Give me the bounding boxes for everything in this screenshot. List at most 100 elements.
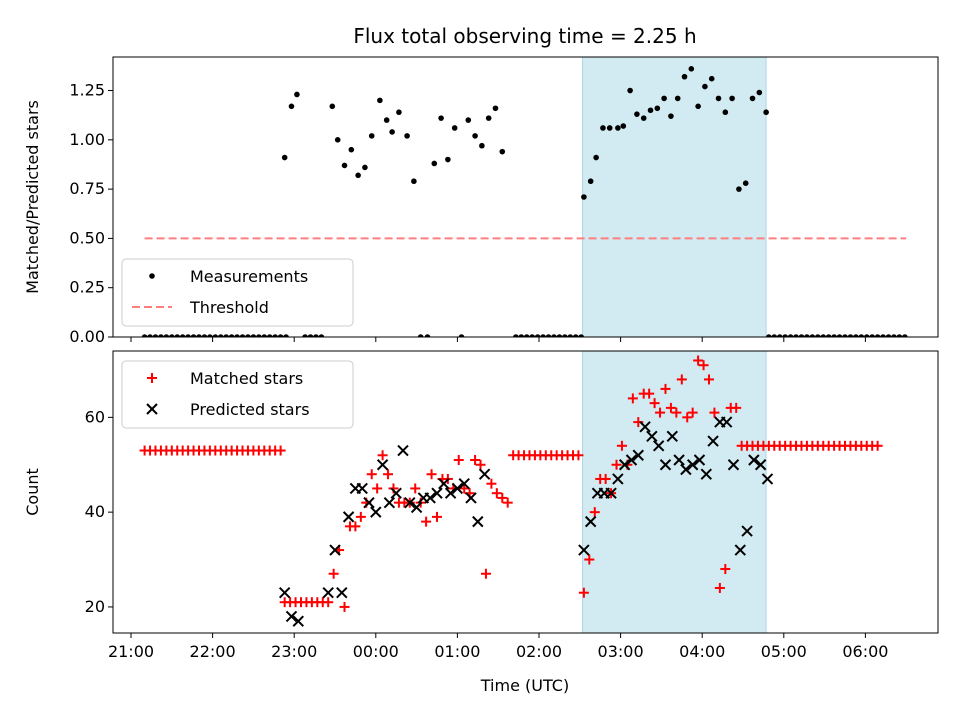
- matched-stars-point: [671, 407, 682, 418]
- matched-stars-point: [687, 407, 698, 418]
- measurement-point: [288, 103, 295, 110]
- predicted-stars-point: [673, 454, 685, 466]
- predicted-x-b: [438, 477, 450, 490]
- measurement-point: [863, 334, 870, 337]
- predicted-stars-point: [761, 473, 774, 485]
- measurement-point: [708, 75, 715, 82]
- measurement-point: [518, 334, 525, 337]
- predicted-x-b: [612, 473, 624, 485]
- measurement-point: [368, 133, 375, 139]
- measurement-point: [217, 334, 224, 337]
- measurement-point: [404, 133, 410, 139]
- measurement-point: [581, 194, 587, 200]
- predicted-x-b: [397, 444, 409, 457]
- predicted-stars-point: [444, 487, 457, 499]
- top-panel: 0.00 0.25 0.50 0.75 1.00 1.25 Matched/Predicte…: [23, 56, 939, 346]
- legend-label: Threshold: [189, 298, 269, 317]
- x-tick-label: 04:00: [679, 642, 725, 661]
- predicted-x-b: [342, 511, 355, 523]
- matched-stars-point: [470, 455, 481, 466]
- measurement-point: [318, 334, 325, 337]
- measurement-point: [445, 156, 451, 163]
- measurement-point: [272, 334, 278, 337]
- predicted-stars-point: [578, 544, 590, 556]
- y-tick-label: 1.25: [69, 81, 105, 100]
- legend-box: [121, 360, 354, 429]
- predicted-stars-point: [336, 587, 348, 599]
- measurement-point: [809, 334, 816, 337]
- predicted-x-b: [424, 492, 436, 504]
- plot-frame: [112, 350, 939, 634]
- predicted-x-b: [727, 459, 740, 471]
- measurement-point: [688, 66, 695, 72]
- measurement-point: [307, 334, 314, 337]
- matched-stars-point: [350, 521, 361, 532]
- predicted-x-b: [376, 459, 389, 471]
- measurement-point: [377, 97, 383, 104]
- x-tick-label: 03:00: [598, 642, 644, 661]
- measurement-point: [729, 95, 735, 102]
- measurement-point: [472, 133, 478, 139]
- matched-stars-point: [339, 601, 350, 612]
- measurement-point: [212, 334, 219, 337]
- predicted-stars-point: [686, 459, 699, 471]
- predicted-x-b: [748, 454, 760, 466]
- measurement-point: [831, 334, 837, 337]
- predicted-x-b: [444, 487, 457, 499]
- x-tick-label: 23:00: [271, 642, 317, 661]
- measurement-point: [201, 334, 208, 337]
- predicted-x-b: [761, 473, 774, 485]
- predicted-stars-point: [625, 454, 638, 466]
- measurement-point: [492, 105, 499, 112]
- measurement-point: [245, 334, 251, 337]
- measurement-point: [627, 87, 633, 94]
- predicted-stars-point: [397, 444, 409, 457]
- measurement-point: [798, 334, 805, 337]
- predicted-stars-point: [700, 468, 712, 480]
- matched-stars-point: [323, 597, 334, 608]
- measurement-point: [250, 334, 257, 337]
- y-tick-label: 40: [85, 502, 105, 521]
- chart-title: Flux total observing time = 2.25 h: [353, 24, 696, 48]
- matched-stars-point: [432, 511, 442, 522]
- predicted-stars-point: [390, 487, 402, 499]
- y-tick-label: 0.75: [69, 179, 105, 198]
- legend-label: Matched stars: [190, 369, 303, 388]
- measurement-point: [185, 334, 191, 337]
- measurement-point: [179, 334, 186, 337]
- measurement-point: [485, 115, 492, 121]
- measurement-point: [572, 334, 579, 337]
- measurement-point: [776, 334, 783, 337]
- measurement-point: [606, 125, 613, 131]
- matched-stars-point: [611, 459, 622, 470]
- measurement-point: [451, 125, 458, 131]
- measurement-point: [438, 115, 444, 121]
- predicted-stars-point: [383, 496, 396, 509]
- matched-stars-point: [693, 355, 704, 366]
- predicted-stars-point: [605, 487, 617, 499]
- measurement-point: [348, 146, 355, 153]
- measurement-point: [362, 164, 368, 171]
- measurement-point: [804, 334, 810, 337]
- predicted-stars-point: [612, 473, 624, 485]
- matched-stars-point: [627, 393, 638, 404]
- predicted-stars-point: [292, 615, 304, 627]
- predicted-stars-point: [465, 492, 477, 504]
- measurement-point: [256, 334, 262, 337]
- predicted-x-b: [639, 421, 651, 433]
- matched-stars-point: [714, 582, 725, 593]
- predicted-x-b: [618, 459, 631, 471]
- predicted-stars-point: [639, 421, 651, 433]
- predicted-x-b: [754, 459, 767, 471]
- y-axis-label: Matched/Predicted stars: [23, 100, 42, 294]
- matched-stars-point: [480, 568, 491, 579]
- predicted-stars-point: [370, 506, 382, 518]
- predicted-stars-point: [322, 587, 334, 599]
- predicted-x-b: [578, 544, 590, 556]
- y-tick-label: 1.00: [69, 130, 105, 149]
- measurement-point: [722, 109, 729, 116]
- y-tick-label: 0.50: [69, 228, 105, 247]
- y-tick-label: 0.25: [69, 278, 105, 297]
- measurement-point: [529, 334, 535, 337]
